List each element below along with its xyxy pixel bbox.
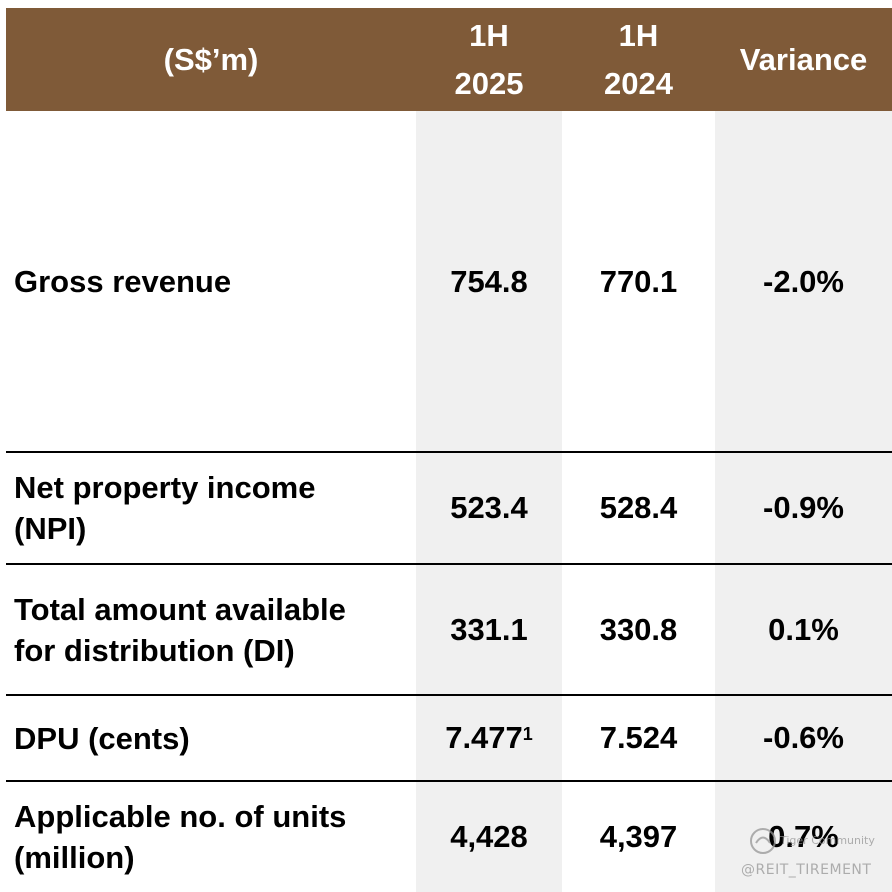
watermark-logo-icon: [748, 826, 778, 856]
value-variance: -0.9%: [763, 490, 844, 525]
watermark-brand: Tiger Community: [780, 834, 875, 847]
value-2025: 331.1: [450, 611, 528, 647]
row-label-line1: Total amount available: [14, 591, 346, 627]
value-2024: 4,397: [599, 819, 678, 854]
column-shade-2025: [416, 111, 562, 892]
row-label-line1: Applicable no. of units: [14, 799, 347, 834]
header-unit: (S$’m): [6, 8, 416, 111]
row-label: Gross revenue: [14, 264, 232, 299]
value-2024: 770.1: [599, 263, 678, 299]
header-variance-label: Variance: [739, 41, 868, 77]
value-2025: 7.477 1: [416, 696, 562, 780]
value-2024: 7.524: [599, 720, 678, 755]
value-2025-number: 7.477: [445, 720, 523, 755]
row-label: Total amount available for distribution …: [14, 565, 409, 694]
row-label-line2: for distribution (DI): [14, 632, 295, 668]
header-variance: Variance: [715, 8, 892, 111]
header-1h-2024-line1: 1H: [618, 17, 659, 53]
value-variance: 0.1%: [768, 611, 839, 647]
value-2025: 523.4: [450, 490, 528, 525]
row-label: Net property income (NPI): [14, 453, 409, 563]
value-2025: 754.8: [450, 263, 528, 299]
watermark-handle: @REIT_TIREMENT: [741, 862, 872, 878]
table-row-npi: Net property income (NPI) 523.4 528.4 -0…: [6, 453, 892, 563]
table-header: (S$’m) 1H 2025 1H 2024 Variance: [6, 8, 892, 111]
table-row-distributable-income: Total amount available for distribution …: [6, 565, 892, 694]
row-divider: [6, 451, 892, 453]
row-divider: [6, 694, 892, 696]
header-1h-2025: 1H 2025: [416, 8, 562, 111]
header-1h-2025-line2: 2025: [454, 65, 524, 101]
value-variance: -0.6%: [763, 720, 844, 755]
value-2024: 330.8: [599, 611, 678, 647]
value-2024: 528.4: [599, 490, 678, 525]
header-unit-label: (S$’m): [163, 41, 259, 77]
row-label: Applicable no. of units (million): [14, 782, 409, 892]
table-row-gross-revenue: Gross revenue 754.8 770.1 -2.0%: [6, 111, 892, 452]
value-variance: 0.7%: [768, 819, 839, 854]
row-label-line2: (NPI): [14, 511, 87, 546]
row-label-line2: (million): [14, 840, 135, 875]
header-1h-2024-line2: 2024: [604, 65, 673, 101]
header-1h-2025-line1: 1H: [469, 17, 509, 53]
row-label-line1: Net property income: [14, 470, 316, 505]
table-row-dpu: DPU (cents) 7.477 1 7.524 -0.6%: [6, 696, 892, 780]
value-2025: 4,428: [450, 819, 528, 854]
row-divider: [6, 780, 892, 782]
header-1h-2024: 1H 2024: [563, 8, 714, 111]
row-label: DPU (cents): [14, 720, 190, 756]
footnote-marker: 1: [522, 723, 533, 744]
financial-summary-table: (S$’m) 1H 2025 1H 2024 Variance Gross re…: [6, 8, 892, 892]
value-variance: -2.0%: [763, 263, 844, 299]
column-shade-variance: [715, 111, 892, 892]
row-divider: [6, 563, 892, 565]
table-row-units: Applicable no. of units (million) 4,428 …: [6, 782, 892, 892]
